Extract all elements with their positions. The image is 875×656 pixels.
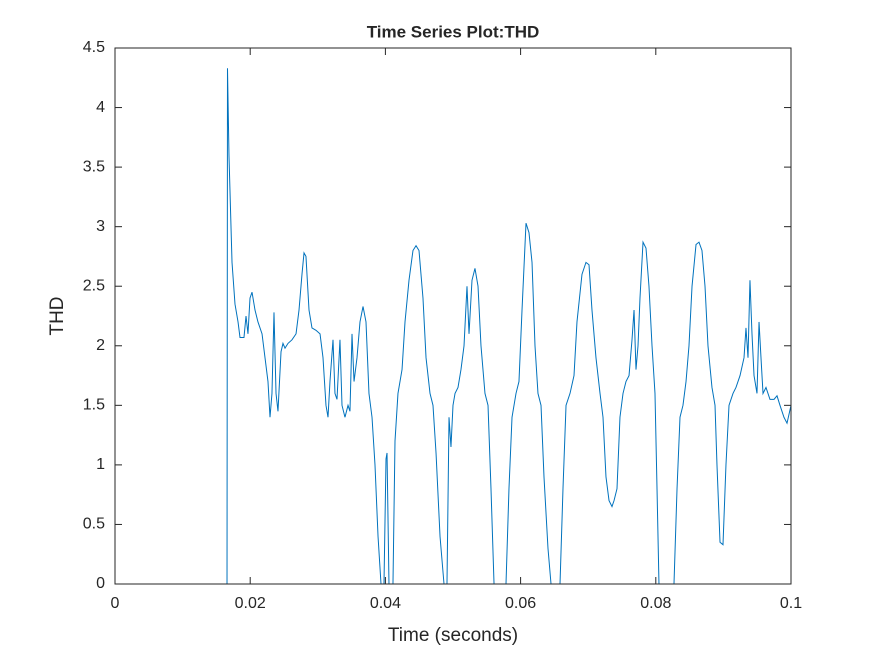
x-axis-label: Time (seconds) [388,625,518,646]
y-tick-label: 1 [96,456,105,473]
y-axis-label: THD [47,296,68,335]
y-tick-label: 2 [96,337,105,354]
axes-box [114,47,792,585]
chart-title: Time Series Plot:THD [367,22,540,41]
x-tick-label: 0 [111,595,120,612]
y-tick-label: 0 [96,575,105,592]
data-line [115,68,792,585]
x-tick-label: 0.1 [780,595,802,612]
x-tick-label: 0.04 [370,595,401,612]
y-tick-label: 1.5 [83,397,105,414]
x-tick-label: 0.06 [505,595,536,612]
y-tick-label: 2.5 [83,277,105,294]
y-tick-label: 4.5 [83,39,105,56]
y-tick-label: 3.5 [83,158,105,175]
x-tick-label: 0.02 [235,595,266,612]
x-tick-label: 0.08 [640,595,671,612]
y-tick-label: 3 [96,218,105,235]
y-tick-label: 4 [96,99,105,116]
y-tick-label: 0.5 [83,516,105,533]
